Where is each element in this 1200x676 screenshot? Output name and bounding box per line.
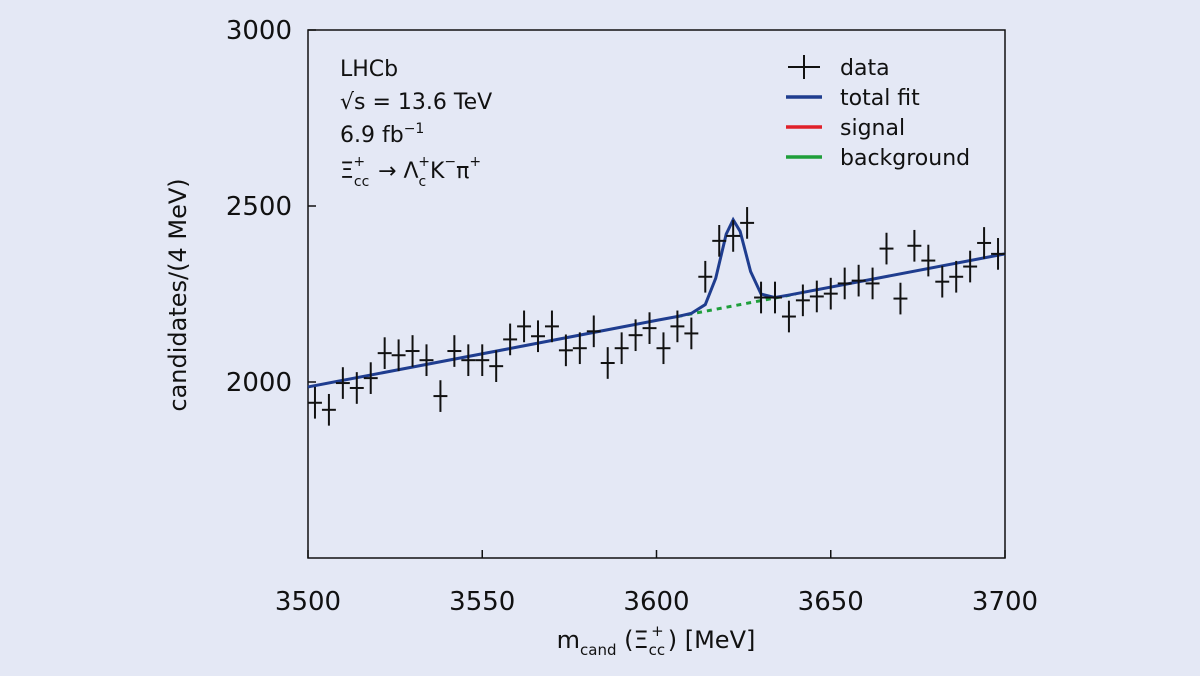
x-tick-label: 3550 bbox=[449, 587, 515, 617]
annotation-part: cc bbox=[354, 174, 369, 190]
annotation-part: c bbox=[419, 174, 427, 190]
legend-label: total fit bbox=[840, 86, 920, 111]
annotation-part: → Λ bbox=[371, 159, 418, 184]
annotation-part: LHCb bbox=[340, 57, 398, 82]
x-label-part: cc bbox=[649, 641, 666, 659]
x-tick-label: 3600 bbox=[623, 587, 689, 617]
legend-label: background bbox=[840, 146, 970, 171]
annotation-part: π bbox=[456, 159, 469, 184]
annotations: LHCb √s = 13.6 TeV 6.9 fb−1 Ξcc+ → Λc+K−… bbox=[340, 57, 492, 190]
x-tick-label: 3650 bbox=[798, 587, 864, 617]
annotation-part: √s = 13.6 TeV bbox=[340, 90, 492, 115]
x-tick-label: 3500 bbox=[275, 587, 341, 617]
legend-label: data bbox=[840, 56, 890, 81]
annotation-part: + bbox=[469, 154, 481, 170]
x-tick-label: 3700 bbox=[972, 587, 1038, 617]
annotation: √s = 13.6 TeV bbox=[340, 90, 492, 115]
x-label-part: (Ξ bbox=[617, 626, 649, 654]
annotation-part: + bbox=[353, 154, 365, 170]
annotation: 6.9 fb−1 bbox=[340, 121, 424, 148]
annotation-part: K bbox=[430, 159, 445, 184]
annotation-part: Ξ bbox=[340, 159, 354, 184]
y-axis-label: candidates/(4 MeV) bbox=[164, 178, 192, 411]
x-label-part: + bbox=[651, 622, 664, 640]
annotation-part: 6.9 fb bbox=[340, 123, 404, 148]
x-axis-label: mcand (Ξcc+) [MeV] bbox=[557, 622, 756, 659]
annotation: Ξcc+ → Λc+K−π+ bbox=[340, 154, 481, 190]
annotation: LHCb bbox=[340, 57, 398, 82]
fit-line bbox=[307, 216, 1006, 389]
y-tick-label: 2500 bbox=[226, 192, 292, 222]
legend-label: signal bbox=[840, 116, 905, 141]
y-tick-label: 2000 bbox=[226, 368, 292, 398]
y-tick-label: 3000 bbox=[226, 16, 292, 46]
annotation-part: + bbox=[418, 154, 430, 170]
x-label-part: cand bbox=[580, 641, 616, 659]
x-label-part: ) [MeV] bbox=[668, 626, 756, 654]
annotation-part: −1 bbox=[404, 121, 425, 137]
x-label-part: m bbox=[557, 626, 580, 654]
annotation-part: − bbox=[444, 154, 456, 170]
